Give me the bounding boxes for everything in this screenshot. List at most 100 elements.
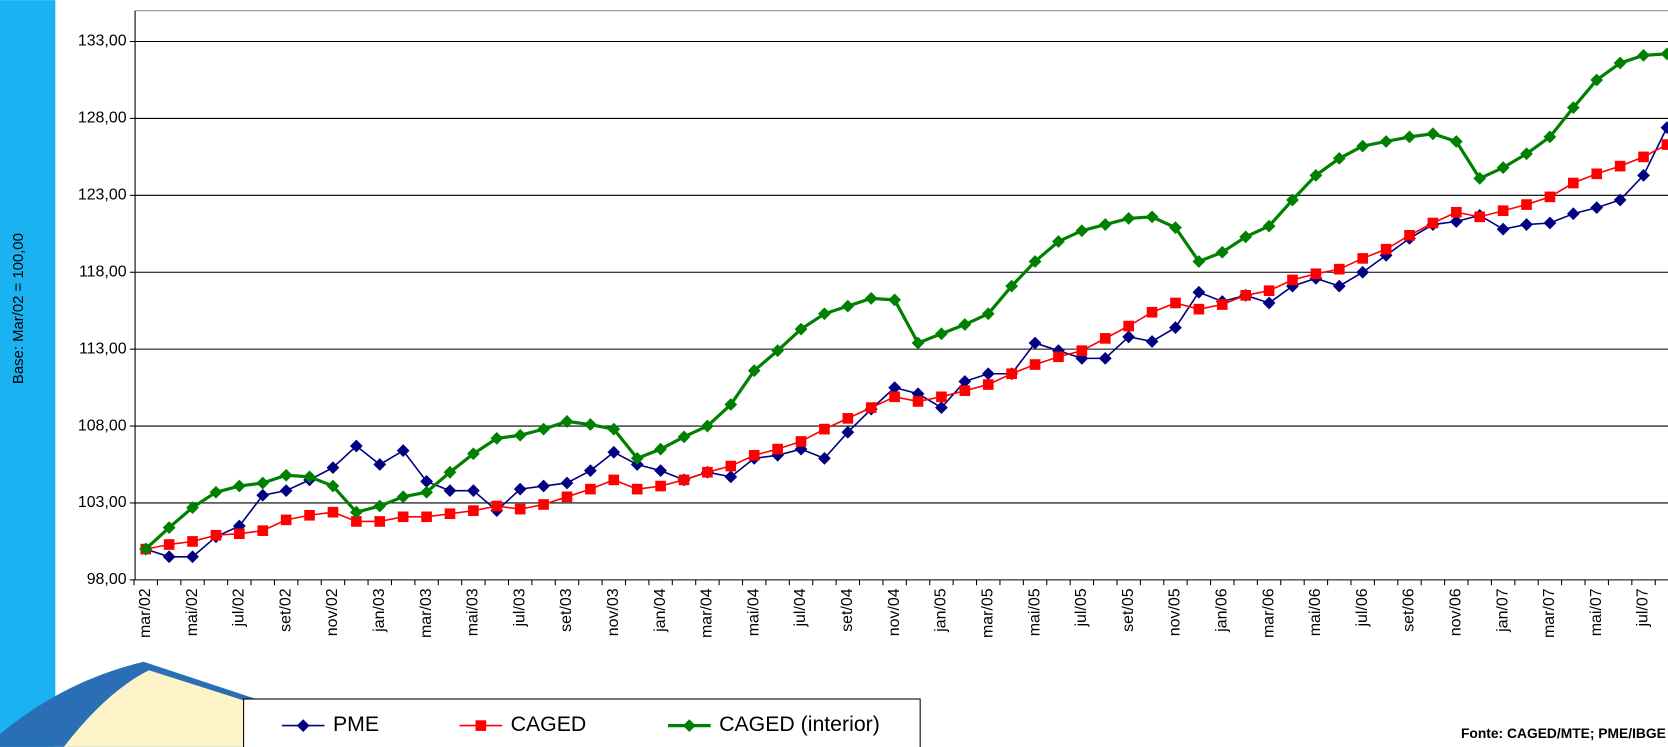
data-point — [982, 379, 994, 390]
legend-label: CAGED (interior) — [719, 712, 880, 736]
data-point — [958, 375, 972, 388]
data-point — [584, 464, 597, 478]
data-point — [1075, 224, 1089, 238]
data-point — [374, 516, 386, 527]
y-tick-label: 133,00 — [78, 33, 127, 50]
data-point — [1497, 205, 1509, 217]
data-point — [889, 391, 900, 403]
data-point — [1613, 193, 1627, 207]
x-tick-label: mai/05 — [1026, 588, 1043, 636]
x-tick-label: jul/07 — [1635, 588, 1652, 627]
data-point — [1193, 303, 1205, 315]
data-point — [1029, 359, 1041, 370]
data-point — [373, 458, 387, 471]
y-tick-label: 108,00 — [78, 417, 127, 434]
data-point — [1520, 218, 1533, 231]
data-point — [677, 430, 691, 444]
data-point — [701, 419, 714, 433]
data-point — [1332, 152, 1346, 165]
x-tick-label: set/04 — [839, 588, 856, 632]
data-point — [1240, 289, 1251, 301]
data-point — [1263, 285, 1275, 297]
data-point — [1614, 160, 1626, 172]
data-point — [232, 479, 246, 493]
x-tick-label: mai/02 — [184, 588, 201, 636]
data-point — [654, 442, 667, 456]
x-tick-label: nov/04 — [886, 588, 903, 636]
data-point — [162, 521, 176, 534]
data-point — [1568, 177, 1579, 189]
data-point — [1028, 336, 1042, 350]
x-tick-label: jan/04 — [652, 588, 669, 633]
data-point — [1122, 330, 1136, 344]
y-tick-label: 118,00 — [79, 263, 127, 280]
data-point — [1449, 135, 1463, 148]
data-point — [349, 505, 363, 519]
x-tick-label: mar/06 — [1260, 588, 1277, 638]
data-point — [1099, 333, 1111, 344]
data-point — [186, 501, 199, 514]
x-tick-label: jul/06 — [1354, 588, 1371, 627]
data-point — [466, 447, 480, 461]
data-point — [935, 327, 948, 341]
data-point — [1262, 296, 1276, 310]
data-point — [607, 422, 621, 436]
data-point — [841, 299, 855, 313]
data-point — [538, 499, 549, 510]
data-point — [373, 499, 387, 513]
data-point — [585, 483, 596, 495]
data-point — [1123, 320, 1134, 332]
data-point — [1544, 191, 1556, 203]
x-tick-label: jan/03 — [371, 588, 388, 633]
data-point — [1332, 279, 1346, 293]
legend-marker — [475, 720, 487, 731]
data-point — [794, 322, 808, 336]
data-point — [1076, 345, 1088, 357]
data-point — [349, 439, 363, 453]
data-point — [187, 536, 198, 547]
data-point — [1169, 321, 1182, 334]
data-point — [1053, 351, 1064, 363]
data-point — [981, 367, 995, 381]
data-point — [864, 292, 878, 305]
data-point — [1356, 139, 1370, 153]
data-point — [1543, 216, 1557, 230]
x-tick-label: mar/03 — [418, 588, 435, 638]
y-tick-label: 113,00 — [79, 340, 127, 357]
data-point — [1122, 212, 1136, 225]
data-point — [1566, 207, 1580, 221]
legend-label: CAGED — [511, 712, 587, 736]
x-tick-label: jan/06 — [1213, 588, 1230, 633]
data-point — [888, 381, 902, 394]
data-point — [1660, 121, 1668, 135]
x-tick-label: mar/07 — [1541, 588, 1558, 638]
data-point — [444, 508, 456, 520]
data-point — [139, 542, 153, 556]
data-point — [1380, 243, 1392, 255]
data-point — [537, 479, 550, 493]
data-point — [912, 396, 924, 407]
data-point — [1379, 135, 1393, 148]
data-point — [513, 428, 527, 442]
x-tick-label: set/06 — [1401, 588, 1418, 632]
data-point — [1333, 263, 1345, 275]
y-tick-label: 103,00 — [78, 494, 127, 511]
data-point — [1309, 168, 1323, 182]
data-point — [1590, 201, 1604, 215]
data-point — [1426, 127, 1440, 141]
data-point — [279, 468, 293, 482]
data-point — [162, 550, 176, 564]
data-point — [560, 476, 574, 490]
x-tick-label: jul/04 — [792, 588, 809, 627]
x-tick-label: jan/07 — [1494, 588, 1511, 633]
data-point — [351, 516, 362, 527]
data-point — [1474, 211, 1486, 223]
x-tick-label: mar/04 — [699, 588, 716, 638]
data-point — [748, 449, 760, 461]
data-point — [1427, 217, 1439, 229]
x-tick-label: jul/02 — [231, 588, 248, 627]
data-point — [327, 506, 339, 518]
data-point — [655, 480, 666, 492]
data-point — [1404, 230, 1415, 241]
x-tick-label: set/05 — [1120, 588, 1137, 632]
